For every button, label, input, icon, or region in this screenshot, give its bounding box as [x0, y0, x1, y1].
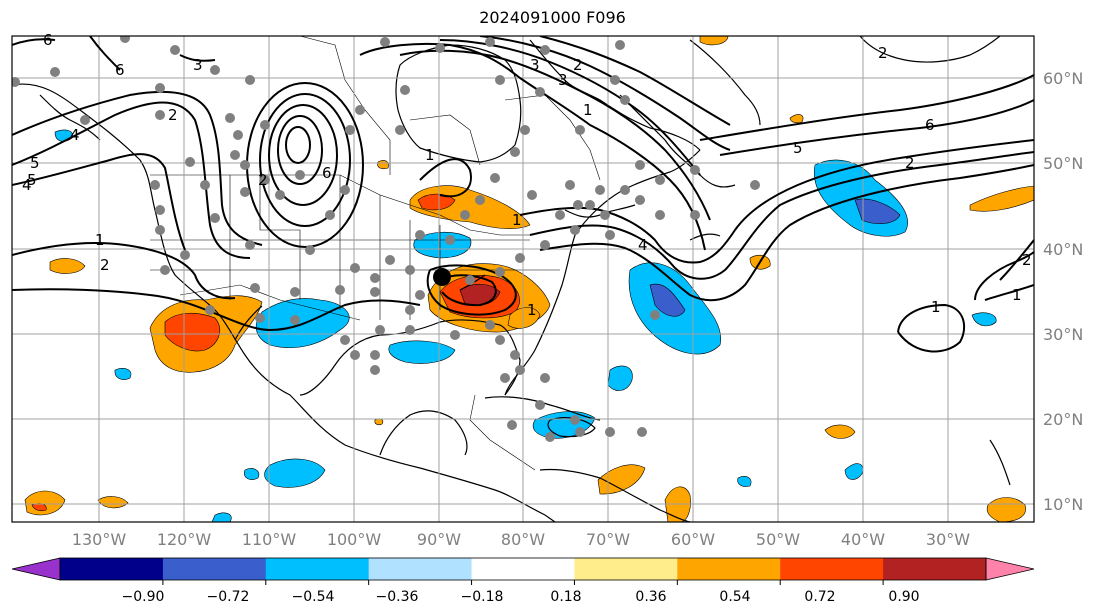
- colorbar-segment: [471, 558, 575, 580]
- longitude-label: 120°W: [157, 530, 212, 549]
- colorbar-tick-label: −0.90: [122, 589, 165, 605]
- contour-label: 6: [43, 31, 53, 49]
- contour-label: 1: [425, 146, 435, 164]
- colorbar-tick-label: 0.90: [888, 589, 919, 605]
- colorbar-extend-min: [11, 557, 61, 581]
- colorbar-segment: [780, 558, 884, 580]
- negative-anomaly-fields: [54, 129, 997, 522]
- contour-label: 4: [70, 126, 80, 144]
- coastlines: [12, 36, 1011, 522]
- contour-label: 5: [793, 139, 803, 157]
- contour-label: 2: [573, 56, 583, 74]
- contour-label: 3: [558, 71, 568, 89]
- longitude-label: 100°W: [327, 530, 382, 549]
- contour-label: 1: [931, 298, 941, 316]
- colorbar-segment: [368, 558, 473, 580]
- contour-label: 2: [258, 171, 268, 189]
- contour-label: 6: [115, 61, 125, 79]
- colorbar-ticks: −0.90 −0.72 −0.54 −0.36 −0.18 0.18 0.36 …: [122, 589, 920, 605]
- colorbar-segment: [265, 558, 370, 580]
- longitude-label: 60°W: [671, 530, 715, 549]
- contour-label: 1: [583, 101, 593, 119]
- contour-label: 2: [878, 44, 888, 62]
- contour-label: 4: [638, 236, 648, 254]
- contour-label: 6: [322, 164, 332, 182]
- longitude-label: 70°W: [586, 530, 630, 549]
- contour-label: 5: [30, 154, 40, 172]
- political-borders: [150, 36, 601, 471]
- colorbar-tick-label: −0.18: [461, 589, 504, 605]
- colorbar-segment: [60, 558, 164, 580]
- contour-label: 1: [95, 231, 105, 249]
- latitude-label: 50°N: [1043, 154, 1083, 173]
- contour-label: 6: [925, 116, 935, 134]
- contour-label: 3: [193, 56, 203, 74]
- observation-dots: [12, 36, 760, 442]
- latitude-label: 10°N: [1043, 495, 1083, 514]
- colorbar-segment: [677, 558, 781, 580]
- contour-label: 2: [905, 154, 915, 172]
- contour-label: 3: [530, 56, 540, 74]
- contour-label: 2: [1022, 251, 1032, 269]
- colorbar-segment: [574, 558, 678, 580]
- contour-label: 4: [22, 176, 32, 194]
- colorbar-tick-label: 0.36: [635, 589, 666, 605]
- map-frame: [11, 35, 1035, 523]
- anomaly-shading: [24, 36, 1034, 522]
- colorbar-tick-label: −0.54: [292, 589, 335, 605]
- longitude-label: 90°W: [417, 530, 461, 549]
- colorbar: [11, 557, 1035, 585]
- latitude-label: 40°N: [1043, 240, 1083, 259]
- colorbar-frame: [59, 557, 987, 581]
- contour-labels: 5 6 3 2 2 4 5 4 1 2 6 6 1 3 2 3 1 6 5 2 …: [22, 31, 1032, 319]
- longitude-label: 110°W: [242, 530, 297, 549]
- colorbar-tick-label: 0.18: [550, 589, 581, 605]
- contour-label: 1: [527, 301, 537, 319]
- contour-label: 2: [168, 106, 178, 124]
- contour-label: 1: [512, 211, 522, 229]
- contour-lines: [12, 36, 1034, 353]
- colorbar-segment: [883, 558, 987, 580]
- positive-anomaly-great-lakes: [409, 185, 531, 230]
- colorbar-segment: [162, 558, 267, 580]
- longitude-label: 80°W: [501, 530, 545, 549]
- contour-label: 2: [100, 256, 110, 274]
- longitude-label: 50°W: [756, 530, 800, 549]
- latitude-label: 30°N: [1043, 325, 1083, 344]
- colorbar-tick-label: −0.72: [207, 589, 250, 605]
- colorbar-extend-max: [985, 557, 1035, 581]
- colorbar-tick-label: 0.72: [804, 589, 835, 605]
- storm-center-marker: [433, 268, 451, 286]
- latitude-label: 60°N: [1043, 69, 1083, 88]
- longitude-label: 130°W: [72, 530, 127, 549]
- latitude-label: 20°N: [1043, 410, 1083, 429]
- longitude-label: 30°W: [926, 530, 970, 549]
- colorbar-tick-label: 0.54: [719, 589, 750, 605]
- longitude-label: 40°W: [841, 530, 885, 549]
- latitude-axis: 60°N 50°N 40°N 30°N 20°N 10°N: [1043, 69, 1083, 514]
- graticule: [12, 36, 1034, 522]
- longitude-axis: 130°W 120°W 110°W 100°W 90°W 80°W 70°W 6…: [72, 530, 970, 549]
- contour-label: 1: [1012, 286, 1022, 304]
- map-title: 2024091000 F096: [479, 8, 626, 27]
- contour-label: 5: [27, 171, 37, 189]
- colorbar-tick-label: −0.36: [376, 589, 419, 605]
